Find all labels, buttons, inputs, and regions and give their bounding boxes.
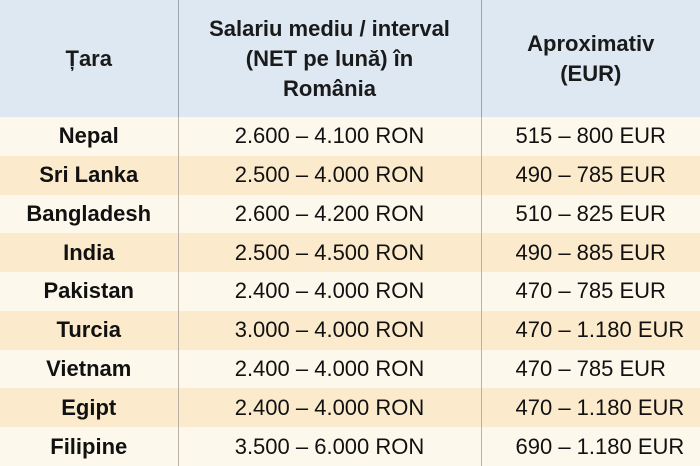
table-row: Filipine 3.500 – 6.000 RON 690 – 1.180 EUR — [0, 427, 700, 466]
eur-cell: 470 – 785 EUR — [481, 349, 700, 389]
eur-cell: 470 – 1.180 EUR — [481, 310, 700, 350]
table-body: Nepal 2.600 – 4.100 RON 515 – 800 EUR Sri L… — [0, 117, 700, 466]
country-cell: India — [0, 233, 179, 273]
country-cell: Pakistan — [0, 272, 179, 311]
table-row: Pakistan 2.400 – 4.000 RON 470 – 785 EUR — [0, 272, 700, 311]
table-row: Bangladesh 2.600 – 4.200 RON 510 – 825 EUR — [0, 194, 700, 234]
eur-cell: 490 – 885 EUR — [481, 233, 700, 273]
header-line: (NET pe lună) în — [245, 45, 414, 71]
ron-cell: 3.500 – 6.000 RON — [178, 427, 482, 466]
country-cell: Filipine — [0, 427, 179, 466]
country-cell: Turcia — [0, 310, 179, 350]
eur-cell: 470 – 785 EUR — [481, 272, 700, 311]
eur-cell: 515 – 800 EUR — [481, 117, 700, 156]
ron-cell: 3.000 – 4.000 RON — [178, 310, 482, 350]
header-cell: Țara — [0, 0, 179, 117]
header-cell: Salariu mediu / interval (NET pe lună) în… — [178, 0, 482, 117]
eur-cell: 470 – 1.180 EUR — [481, 388, 700, 428]
ron-cell: 2.400 – 4.000 RON — [178, 272, 482, 311]
eur-cell: 510 – 825 EUR — [481, 194, 700, 234]
ron-cell: 2.500 – 4.000 RON — [178, 155, 482, 195]
ron-cell: 2.600 – 4.100 RON — [178, 117, 482, 156]
country-cell: Nepal — [0, 117, 179, 156]
table-row: Egipt 2.400 – 4.000 RON 470 – 1.180 EUR — [0, 388, 700, 428]
country-cell: Egipt — [0, 388, 179, 428]
country-cell: Bangladesh — [0, 194, 179, 234]
ron-cell: 2.400 – 4.000 RON — [178, 349, 482, 389]
header-line: Țara — [65, 45, 112, 71]
table-row: Vietnam 2.400 – 4.000 RON 470 – 785 EUR — [0, 349, 700, 389]
ron-cell: 2.500 – 4.500 RON — [178, 233, 482, 273]
eur-cell: 690 – 1.180 EUR — [481, 427, 700, 466]
header-line: România — [283, 75, 376, 101]
country-cell: Sri Lanka — [0, 155, 179, 195]
ron-cell: 2.400 – 4.000 RON — [178, 388, 482, 428]
header-line: Salariu mediu / interval — [209, 15, 450, 41]
eur-cell: 490 – 785 EUR — [481, 155, 700, 195]
country-cell: Vietnam — [0, 349, 179, 389]
table-row: Nepal 2.600 – 4.100 RON 515 – 800 EUR — [0, 117, 700, 156]
table-row: Turcia 3.000 – 4.000 RON 470 – 1.180 EUR — [0, 310, 700, 350]
header-line: Aproximativ — [527, 30, 655, 56]
header-row: Țara Salariu mediu / interval (NET pe lună… — [0, 0, 700, 117]
ron-cell: 2.600 – 4.200 RON — [178, 194, 482, 234]
header-line: (EUR) — [560, 60, 622, 86]
header-cell: Aproximativ (EUR) — [481, 0, 700, 117]
table-row: India 2.500 – 4.500 RON 490 – 885 EUR — [0, 233, 700, 273]
table-row: Sri Lanka 2.500 – 4.000 RON 490 – 785 EUR — [0, 155, 700, 195]
